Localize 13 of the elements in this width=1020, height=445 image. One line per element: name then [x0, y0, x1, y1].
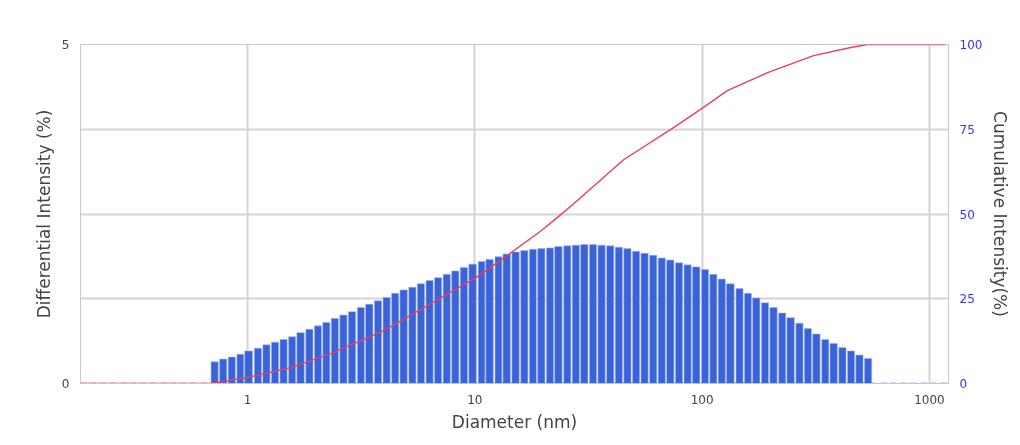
x-tick-label: 1	[243, 392, 252, 407]
y2-axis-title: Cumulative Intensity(%)	[990, 111, 1011, 317]
y-axis-title: Differential Intensity (%)	[33, 109, 54, 319]
x-tick-label: 10	[467, 392, 483, 407]
y2-tick-label: 100	[959, 38, 983, 52]
y2-tick-label: 0	[959, 377, 968, 391]
y2-tick-label: 75	[959, 122, 975, 137]
y-tick-label: 5	[61, 38, 70, 52]
y2-tick-label: 50	[959, 207, 975, 222]
x-axis-title: Diameter (nm)	[451, 411, 578, 432]
y2-tick-label: 25	[959, 292, 975, 307]
x-tick-label: 100	[690, 392, 714, 407]
x-tick-label: 1000	[914, 392, 945, 407]
